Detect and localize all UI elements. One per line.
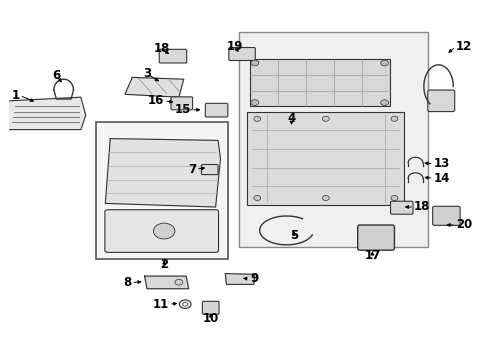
Circle shape: [175, 279, 183, 285]
Text: 13: 13: [434, 157, 450, 170]
Text: 5: 5: [290, 229, 298, 242]
Text: 3: 3: [143, 67, 151, 80]
Bar: [250, 59, 390, 106]
Text: 18: 18: [414, 201, 430, 213]
Circle shape: [391, 116, 398, 121]
Circle shape: [179, 300, 191, 309]
Circle shape: [322, 116, 329, 121]
Text: 8: 8: [123, 276, 131, 289]
Circle shape: [381, 60, 389, 66]
FancyBboxPatch shape: [159, 49, 187, 63]
FancyBboxPatch shape: [205, 103, 228, 117]
Circle shape: [381, 100, 389, 105]
Bar: [96, 122, 228, 259]
Bar: [247, 112, 404, 205]
Text: 15: 15: [175, 103, 191, 116]
FancyBboxPatch shape: [229, 48, 255, 60]
Circle shape: [183, 302, 188, 306]
FancyBboxPatch shape: [391, 201, 413, 214]
Circle shape: [254, 195, 261, 201]
Text: 6: 6: [52, 69, 60, 82]
Bar: [239, 32, 428, 247]
Circle shape: [251, 60, 259, 66]
Polygon shape: [225, 274, 255, 284]
Circle shape: [391, 195, 398, 201]
Text: 18: 18: [153, 42, 170, 55]
Text: 2: 2: [160, 258, 168, 271]
FancyBboxPatch shape: [202, 301, 219, 314]
Circle shape: [254, 116, 261, 121]
FancyBboxPatch shape: [428, 90, 455, 112]
Text: 11: 11: [153, 298, 169, 311]
Circle shape: [153, 223, 175, 239]
FancyBboxPatch shape: [433, 206, 460, 225]
Text: 12: 12: [456, 40, 472, 53]
Text: 20: 20: [456, 219, 472, 231]
Text: 16: 16: [148, 94, 164, 107]
FancyBboxPatch shape: [358, 225, 394, 250]
Text: 19: 19: [227, 40, 244, 53]
FancyBboxPatch shape: [171, 97, 193, 110]
Circle shape: [251, 100, 259, 105]
FancyBboxPatch shape: [105, 210, 219, 252]
Text: 9: 9: [250, 273, 258, 285]
Polygon shape: [145, 276, 189, 289]
Text: 17: 17: [364, 249, 381, 262]
FancyBboxPatch shape: [201, 165, 218, 175]
Polygon shape: [125, 77, 184, 97]
Text: 10: 10: [202, 312, 219, 325]
Text: 14: 14: [434, 172, 450, 185]
Text: 4: 4: [288, 112, 295, 125]
Polygon shape: [10, 97, 86, 130]
Circle shape: [322, 195, 329, 201]
Text: 1: 1: [11, 89, 20, 102]
Polygon shape: [105, 139, 220, 207]
Text: 7: 7: [188, 163, 196, 176]
